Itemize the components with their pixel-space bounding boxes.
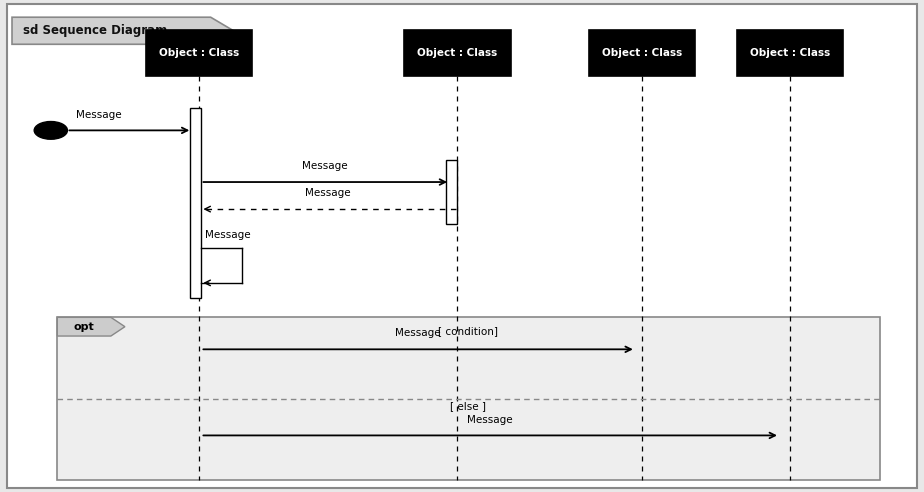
Text: Object : Class: Object : Class — [418, 48, 497, 58]
Text: Message: Message — [76, 110, 121, 120]
Bar — [57, 317, 880, 480]
Text: Object : Class: Object : Class — [159, 48, 238, 58]
Bar — [405, 30, 510, 76]
Text: opt: opt — [74, 322, 94, 332]
Bar — [190, 108, 201, 298]
Text: sd Sequence Diagram: sd Sequence Diagram — [23, 24, 167, 37]
Text: Object : Class: Object : Class — [750, 48, 830, 58]
Text: Message: Message — [305, 188, 351, 198]
Polygon shape — [12, 17, 234, 44]
Text: Object : Class: Object : Class — [602, 48, 682, 58]
Polygon shape — [57, 317, 125, 336]
Bar — [590, 30, 695, 76]
Circle shape — [34, 122, 67, 139]
Text: Message: Message — [302, 161, 348, 171]
Bar — [737, 30, 843, 76]
Text: [ condition]: [ condition] — [439, 326, 498, 336]
Text: [ else ]: [ else ] — [451, 401, 486, 411]
Bar — [146, 30, 251, 76]
Text: Message: Message — [468, 415, 513, 425]
Text: Message: Message — [205, 230, 250, 240]
Text: Message: Message — [395, 329, 441, 338]
Bar — [446, 160, 457, 224]
